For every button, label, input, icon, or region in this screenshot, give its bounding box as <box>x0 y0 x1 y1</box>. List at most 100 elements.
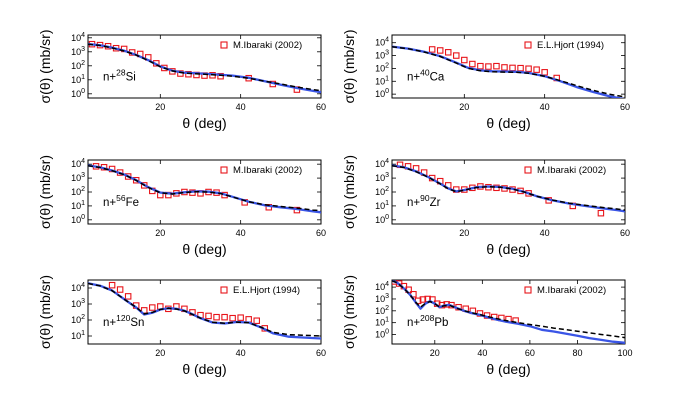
y-axis-label: σ(θ) (mb/sr) <box>341 275 357 349</box>
plot-area <box>392 45 625 98</box>
y-tick-label: 102 <box>71 314 85 325</box>
legend-label: M.Ibaraki (2002) <box>537 285 606 296</box>
plot-area <box>392 161 625 217</box>
model-curve-dashed <box>88 282 321 337</box>
y-tick-label: 104 <box>71 158 85 169</box>
x-tick-label: 20 <box>459 228 469 238</box>
y-tick-label: 103 <box>71 298 85 309</box>
data-point <box>477 62 484 70</box>
data-point <box>428 46 436 53</box>
y-tick-label: 102 <box>375 305 389 316</box>
x-tick-label: 20 <box>430 348 440 358</box>
data-point <box>444 49 452 56</box>
y-tick-label: 104 <box>71 32 85 43</box>
model-curve-dashed <box>392 164 625 211</box>
y-axis-label: σ(θ) (mb/sr) <box>37 30 53 104</box>
data-point <box>509 64 516 72</box>
y-tick-label: 103 <box>71 172 85 183</box>
x-axis-label: θ (deg) <box>486 241 530 257</box>
x-tick-label: 20 <box>459 102 469 112</box>
x-axis-label: θ (deg) <box>182 115 226 131</box>
data-point <box>108 281 116 289</box>
data-point <box>461 56 468 64</box>
data-point <box>453 52 460 59</box>
y-tick-label: 101 <box>375 317 389 328</box>
data-point <box>436 47 444 54</box>
x-axis-label: θ (deg) <box>486 115 530 131</box>
legend-label: M.Ibaraki (2002) <box>233 40 302 51</box>
y-axis-label: σ(θ) (mb/sr) <box>341 30 357 104</box>
data-point <box>237 314 244 321</box>
legend-marker <box>220 286 228 294</box>
y-tick-label: 103 <box>71 46 85 57</box>
y-tick-label: 101 <box>375 75 389 86</box>
x-tick-label: 20 <box>155 348 165 358</box>
y-tick-label: 101 <box>71 330 85 341</box>
y-axis-label: σ(θ) (mb/sr) <box>341 155 357 229</box>
plot-area <box>88 163 321 214</box>
legend-marker <box>524 41 532 49</box>
y-tick-label: 100 <box>375 329 389 340</box>
nucleus-label: n+40Ca <box>407 67 445 83</box>
data-point <box>501 64 508 71</box>
data-point <box>517 64 524 72</box>
y-tick-label: 103 <box>375 172 389 183</box>
data-point <box>149 304 156 311</box>
x-tick-label: 40 <box>540 228 550 238</box>
x-tick-label: 20 <box>155 102 165 112</box>
x-tick-label: 20 <box>155 228 165 238</box>
plot-frame <box>87 159 322 225</box>
model-curve-dashed <box>392 46 625 98</box>
data-point <box>469 60 476 68</box>
x-tick-label: 80 <box>572 348 582 358</box>
y-tick-label: 101 <box>71 200 85 211</box>
nucleus-label: n+120Sn <box>103 313 144 329</box>
y-tick-label: 100 <box>375 88 389 99</box>
x-tick-label: 40 <box>236 102 246 112</box>
data-point <box>221 313 228 321</box>
x-tick-label: 60 <box>620 228 630 238</box>
data-point <box>485 63 492 70</box>
plot-frame <box>391 279 626 345</box>
data-point <box>541 69 548 76</box>
plot-frame <box>87 279 322 345</box>
panel-c: 20 40 60 100 101 102 103 104 θ (deg) σ(θ) (mb/sr)… <box>37 155 326 257</box>
plot-area <box>392 280 625 344</box>
y-tick-label: 104 <box>375 37 389 48</box>
x-tick-label: 60 <box>316 102 326 112</box>
y-tick-label: 101 <box>375 200 389 211</box>
x-axis-label: θ (deg) <box>182 241 226 257</box>
data-point <box>533 66 540 73</box>
y-axis-label: σ(θ) (mb/sr) <box>37 275 53 349</box>
plot-frame <box>87 34 322 99</box>
model-curve-dashed <box>88 43 321 92</box>
data-point <box>205 312 212 320</box>
x-axis-label: θ (deg) <box>486 361 530 377</box>
x-tick-label: 40 <box>236 348 246 358</box>
y-tick-label: 100 <box>71 88 85 99</box>
nucleus-label: n+208Pb <box>407 313 448 329</box>
y-tick-label: 102 <box>375 186 389 197</box>
y-tick-label: 102 <box>71 186 85 197</box>
y-tick-label: 104 <box>375 281 389 292</box>
legend-label: M.Ibaraki (2002) <box>233 165 302 176</box>
panel-d: 20 40 60 100 101 102 103 104 θ (deg) σ(θ) (mb/sr)… <box>341 155 630 257</box>
data-point <box>419 296 427 303</box>
y-tick-label: 102 <box>71 60 85 71</box>
x-tick-label: 60 <box>316 228 326 238</box>
legend-label: E.L.Hjort (1994) <box>233 285 300 296</box>
x-tick-label: 60 <box>620 102 630 112</box>
x-tick-label: 40 <box>540 102 550 112</box>
data-point <box>493 62 500 70</box>
data-point <box>229 314 236 322</box>
data-point <box>185 70 192 78</box>
data-point <box>525 65 532 72</box>
y-tick-label: 103 <box>375 293 389 304</box>
x-axis-label: θ (deg) <box>182 361 226 377</box>
legend-label: E.L.Hjort (1994) <box>537 40 604 51</box>
y-tick-label: 100 <box>375 214 389 225</box>
nucleus-label: n+90Zr <box>407 193 441 209</box>
y-tick-label: 104 <box>375 158 389 169</box>
